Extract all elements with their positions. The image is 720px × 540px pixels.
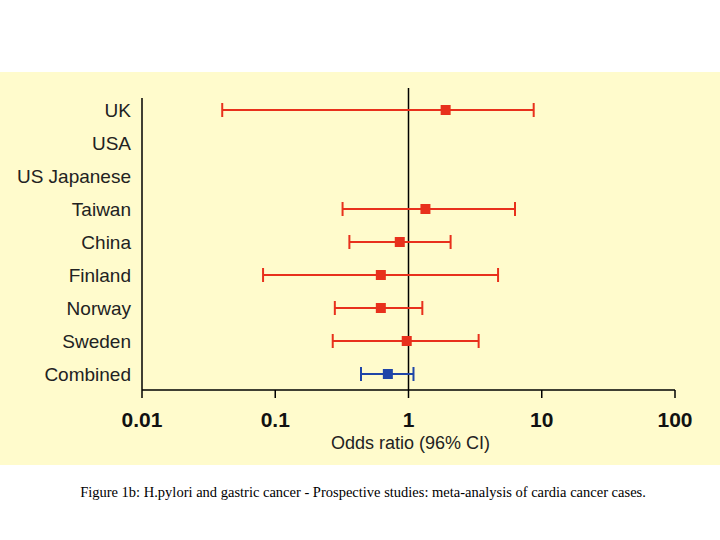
ci-line bbox=[222, 109, 533, 111]
category-label: US Japanese bbox=[17, 166, 131, 187]
ci-cap-high bbox=[412, 367, 414, 381]
point-estimate bbox=[395, 237, 405, 247]
point-estimate bbox=[383, 369, 393, 379]
ci-cap-high bbox=[478, 334, 480, 348]
point-estimate bbox=[376, 303, 386, 313]
caption: Figure 1b: H.pylori and gastric cancer -… bbox=[80, 484, 646, 500]
x-tick bbox=[541, 390, 543, 398]
x-tick-label: 100 bbox=[657, 408, 692, 431]
x-axis-label: Odds ratio (96% CI) bbox=[331, 433, 490, 453]
panel-background bbox=[0, 72, 720, 465]
ci-cap-low bbox=[221, 103, 223, 117]
category-label: Finland bbox=[69, 265, 131, 286]
category-label: Sweden bbox=[62, 331, 131, 352]
ci-cap-low bbox=[334, 301, 336, 315]
error-bar bbox=[333, 334, 479, 348]
ci-cap-low bbox=[348, 235, 350, 249]
x-tick-label: 0.1 bbox=[261, 408, 291, 431]
x-tick bbox=[141, 390, 143, 398]
point-estimate bbox=[420, 204, 430, 214]
ci-cap-high bbox=[514, 202, 516, 216]
point-estimate bbox=[402, 336, 412, 346]
ci-cap-low bbox=[360, 367, 362, 381]
error-bar bbox=[343, 202, 515, 216]
ci-cap-low bbox=[332, 334, 334, 348]
category-label: USA bbox=[92, 133, 131, 154]
error-bar bbox=[222, 103, 533, 117]
x-tick bbox=[408, 390, 410, 398]
x-tick-label: 10 bbox=[530, 408, 553, 431]
category-label: Combined bbox=[44, 364, 131, 385]
x-tick bbox=[674, 390, 676, 398]
ci-cap-low bbox=[342, 202, 344, 216]
point-estimate bbox=[441, 105, 451, 115]
error-bar bbox=[349, 235, 450, 249]
marks bbox=[222, 88, 533, 390]
category-label: UK bbox=[105, 100, 132, 121]
x-tick-label: 1 bbox=[403, 408, 415, 431]
ci-cap-high bbox=[533, 103, 535, 117]
error-bar bbox=[335, 301, 422, 315]
ci-cap-low bbox=[262, 268, 264, 282]
error-bar bbox=[263, 268, 498, 282]
category-label: Taiwan bbox=[72, 199, 131, 220]
y-axis-line bbox=[141, 98, 143, 390]
ci-cap-high bbox=[421, 301, 423, 315]
x-tick bbox=[275, 390, 277, 398]
ci-cap-high bbox=[450, 235, 452, 249]
ci-cap-high bbox=[497, 268, 499, 282]
category-label: China bbox=[81, 232, 131, 253]
point-estimate bbox=[376, 270, 386, 280]
x-tick-label: 0.01 bbox=[122, 408, 163, 431]
category-label: Norway bbox=[67, 298, 132, 319]
chart-root: 0.01 0.1 1 10 100 Odds ratio (96% CI) UK USA US … bbox=[0, 0, 720, 540]
error-bar bbox=[361, 367, 413, 381]
chart: 0.01 0.1 1 10 100 Odds ratio (96% CI) UK USA US … bbox=[0, 0, 720, 540]
